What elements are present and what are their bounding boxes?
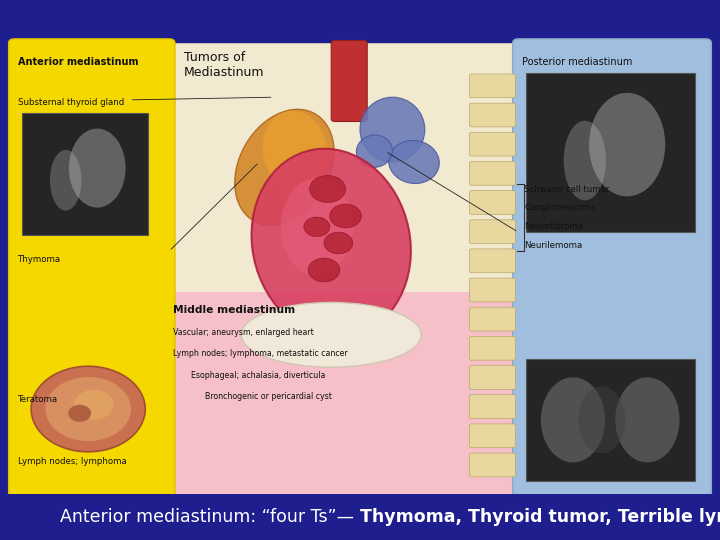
Text: Esophageal; achalasia, diverticula: Esophageal; achalasia, diverticula (191, 371, 325, 380)
Circle shape (324, 232, 353, 254)
Ellipse shape (235, 109, 334, 226)
Circle shape (308, 258, 340, 282)
FancyBboxPatch shape (513, 39, 711, 501)
FancyBboxPatch shape (469, 161, 516, 185)
Text: Vascular; aneurysm, enlarged heart: Vascular; aneurysm, enlarged heart (173, 328, 313, 336)
FancyBboxPatch shape (469, 278, 516, 302)
Text: Thymoma: Thymoma (18, 255, 61, 264)
Ellipse shape (263, 111, 328, 192)
FancyBboxPatch shape (469, 249, 516, 273)
Text: Lymph nodes; lymphoma: Lymph nodes; lymphoma (18, 457, 127, 466)
Ellipse shape (69, 129, 125, 207)
Circle shape (31, 366, 145, 452)
Ellipse shape (616, 377, 680, 462)
Bar (22, 113, 148, 235)
Circle shape (74, 390, 114, 420)
Text: Schwann cell tumor: Schwann cell tumor (524, 185, 610, 193)
Circle shape (310, 176, 346, 202)
Text: Substernal thyroid gland: Substernal thyroid gland (18, 98, 125, 107)
Circle shape (304, 217, 330, 237)
Text: Tumors of
Mediastinum: Tumors of Mediastinum (184, 51, 264, 79)
FancyBboxPatch shape (469, 307, 516, 331)
FancyBboxPatch shape (469, 103, 516, 127)
FancyBboxPatch shape (469, 336, 516, 360)
Text: Bronchogenic or pericardial cyst: Bronchogenic or pericardial cyst (205, 393, 332, 401)
Text: Anterior mediastinum: Anterior mediastinum (18, 57, 138, 67)
Text: Posterior mediastinum: Posterior mediastinum (522, 57, 632, 67)
Text: Ganglioneuroma: Ganglioneuroma (524, 204, 595, 212)
Text: Neurofibroma: Neurofibroma (524, 222, 583, 231)
FancyBboxPatch shape (469, 132, 516, 156)
FancyBboxPatch shape (9, 39, 175, 501)
Circle shape (45, 377, 131, 441)
Ellipse shape (578, 387, 626, 453)
FancyBboxPatch shape (469, 366, 516, 389)
Ellipse shape (564, 120, 606, 200)
Ellipse shape (50, 150, 81, 211)
Circle shape (330, 204, 361, 228)
Bar (526, 73, 695, 232)
FancyBboxPatch shape (469, 220, 516, 244)
FancyBboxPatch shape (469, 453, 516, 477)
Text: Middle mediastinum: Middle mediastinum (173, 305, 295, 315)
Ellipse shape (541, 377, 605, 462)
Bar (29, 362, 148, 456)
Text: Lymph nodes; lymphoma, metastatic cancer: Lymph nodes; lymphoma, metastatic cancer (173, 349, 348, 358)
Text: Thymoma, Thyroid tumor, Terrible lymphoma, Teratoma: Thymoma, Thyroid tumor, Terrible lymphom… (360, 508, 720, 526)
FancyBboxPatch shape (469, 191, 516, 214)
Ellipse shape (251, 148, 411, 338)
Bar (0, 494, 720, 540)
FancyBboxPatch shape (469, 395, 516, 418)
Text: Neurilemoma: Neurilemoma (524, 241, 582, 250)
Ellipse shape (389, 140, 439, 184)
Bar (526, 359, 695, 481)
Text: Anterior mediastinum: “four Ts”—: Anterior mediastinum: “four Ts”— (60, 508, 360, 526)
Circle shape (68, 405, 91, 422)
Ellipse shape (356, 135, 392, 167)
Ellipse shape (281, 178, 353, 275)
Bar (169, 292, 518, 497)
Text: Teratoma: Teratoma (18, 395, 58, 404)
Ellipse shape (241, 302, 421, 367)
FancyBboxPatch shape (331, 40, 367, 122)
Ellipse shape (589, 93, 665, 197)
FancyBboxPatch shape (469, 74, 516, 98)
FancyBboxPatch shape (469, 424, 516, 448)
Ellipse shape (360, 97, 425, 162)
Bar (169, 43, 518, 497)
